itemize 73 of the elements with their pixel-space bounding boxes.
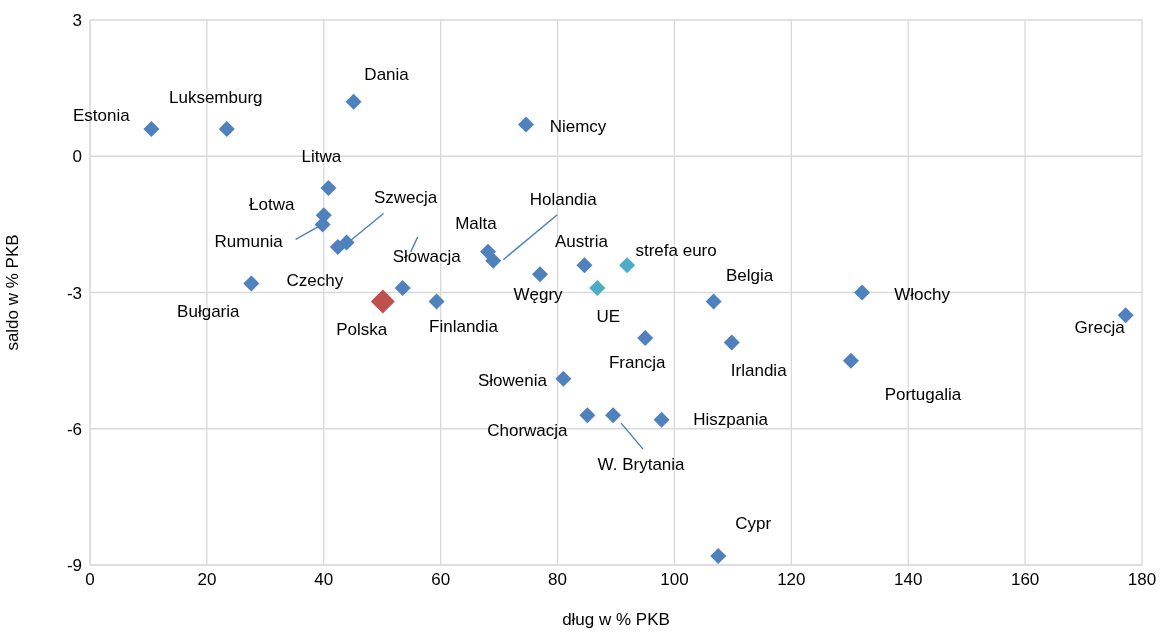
data-label: Grecja: [1074, 317, 1126, 337]
point: [619, 257, 636, 274]
x-tick-label: 40: [314, 570, 334, 590]
data-label: Szwecja: [373, 188, 438, 208]
x-tick-label: 160: [1010, 570, 1040, 590]
data-label: strefa euro: [635, 240, 717, 260]
point: [345, 93, 362, 110]
data-label: Finlandia: [429, 317, 499, 337]
point: [854, 284, 871, 301]
point: [842, 352, 859, 369]
point: [532, 266, 549, 283]
data-label: Belgia: [725, 266, 774, 286]
point: [605, 407, 622, 424]
point: [143, 121, 160, 137]
x-tick-label: 140: [894, 570, 923, 590]
data-label: Cypr: [735, 514, 772, 534]
data-label: Hiszpania: [693, 410, 769, 430]
data-label: Rumunia: [214, 231, 284, 251]
data-label: Słowenia: [477, 371, 548, 391]
y-axis-title: saldo w % PKB: [3, 234, 23, 351]
data-label: Bułgaria: [177, 301, 241, 321]
point: [329, 239, 346, 256]
point: [723, 334, 740, 351]
point: [480, 243, 497, 260]
x-tick-label: 60: [431, 570, 451, 590]
data-label: W. Brytania: [597, 454, 686, 474]
point: [485, 252, 502, 269]
point: [710, 547, 727, 564]
data-label: Słowacja: [392, 247, 462, 267]
point: [243, 275, 260, 292]
data-label: Austria: [554, 231, 609, 251]
data-label: Litwa: [301, 146, 342, 166]
data-label: Portugalia: [884, 385, 962, 405]
data-label: Luksemburg: [168, 87, 263, 107]
data-label: Węgry: [513, 284, 564, 304]
data-label: UE: [596, 307, 621, 327]
data-label: Dania: [364, 65, 410, 85]
x-tick-label: 20: [197, 570, 217, 590]
data-label: Holandia: [529, 190, 598, 210]
data-label: Chorwacja: [487, 420, 569, 440]
point: [705, 293, 722, 310]
data-label: Niemcy: [549, 116, 607, 136]
data-label: Czechy: [286, 270, 344, 290]
x-tick-label: 180: [1127, 570, 1157, 590]
point: [579, 407, 596, 424]
point: [576, 257, 593, 274]
y-tick-label: -3: [66, 283, 82, 303]
y-tick-label: 0: [72, 147, 82, 167]
y-tick-label: -6: [66, 419, 82, 439]
point: [218, 121, 235, 137]
point: [518, 116, 534, 133]
data-label: Łotwa: [249, 194, 295, 214]
data-label: Malta: [455, 214, 498, 234]
data-label: Polska: [336, 320, 388, 340]
data-label: Irlandia: [730, 360, 788, 380]
y-tick-label: 3: [72, 11, 82, 31]
point: [394, 279, 411, 296]
point: [370, 289, 395, 314]
data-label: Estonia: [73, 105, 131, 125]
point: [555, 370, 572, 387]
x-tick-label: 100: [660, 570, 689, 590]
data-label: Włochy: [894, 285, 951, 304]
x-axis-title: dług w % PKB: [562, 610, 670, 629]
point: [589, 279, 606, 296]
point: [637, 329, 654, 346]
x-tick-label: 120: [777, 570, 806, 590]
x-tick-label: 0: [85, 570, 95, 590]
point: [653, 411, 670, 428]
data-label: Francja: [608, 353, 667, 373]
point: [428, 293, 445, 310]
x-tick-label: 80: [548, 570, 568, 590]
y-tick-label: -9: [66, 556, 82, 576]
point: [320, 180, 337, 197]
